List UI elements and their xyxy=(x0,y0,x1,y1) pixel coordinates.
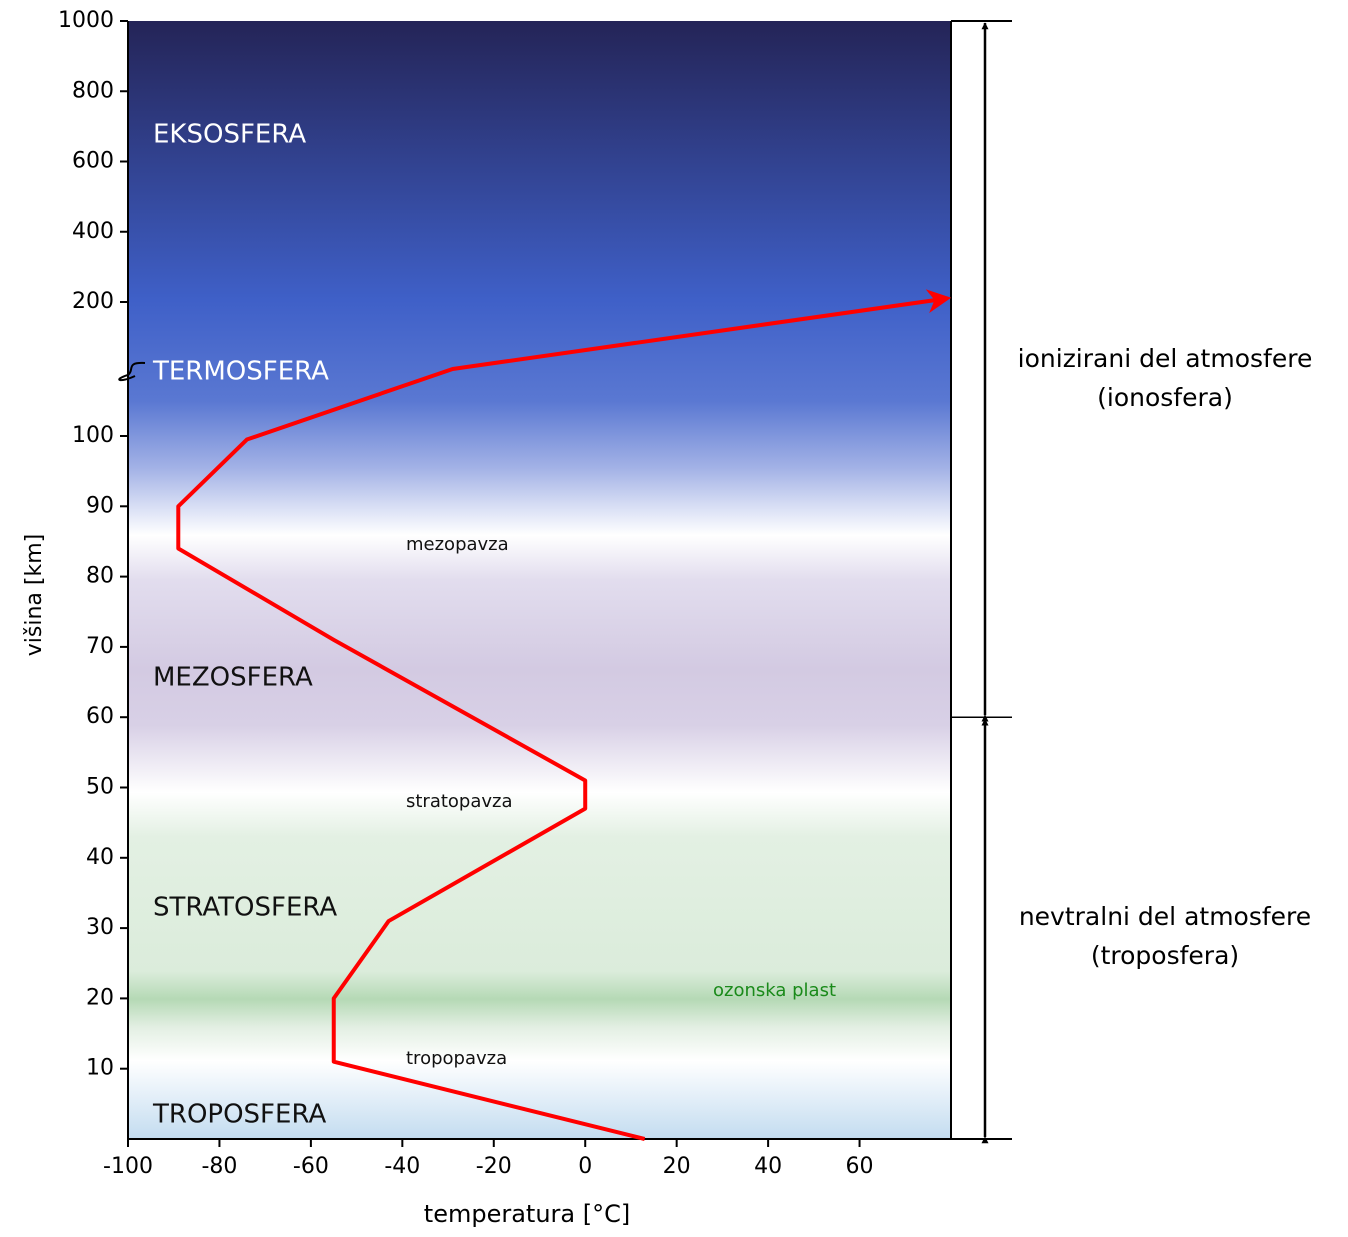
y-tick-label: 30 xyxy=(86,915,114,940)
layer-label: TROPOSFERA xyxy=(152,1100,326,1130)
y-tick-label: 600 xyxy=(72,149,114,174)
pause-label: tropopavza xyxy=(406,1048,507,1069)
y-tick-label: 90 xyxy=(86,493,114,518)
y-tick-label: 70 xyxy=(86,634,114,659)
chart: višina [km] temperatura [°C] 10 20 30 40 50 6… xyxy=(0,0,1348,1233)
x-tick-label: -80 xyxy=(201,1154,237,1179)
y-tick-label: 100 xyxy=(72,423,114,448)
region-label: nevtralni del atmosfere xyxy=(1019,902,1311,931)
region-label: ionizirani del atmosfere xyxy=(1018,344,1313,373)
pause-label: stratopavza xyxy=(406,791,513,812)
layer-label: MEZOSFERA xyxy=(153,663,313,693)
x-label: temperatura [°C] xyxy=(424,1200,630,1228)
layer-label: TERMOSFERA xyxy=(152,357,329,387)
y-tick-label: 60 xyxy=(86,704,114,729)
y-tick-label: 1000 xyxy=(58,8,114,33)
x-tick-label: 0 xyxy=(578,1154,592,1179)
x-tick-label: 20 xyxy=(663,1154,691,1179)
x-tick-label: 40 xyxy=(754,1154,782,1179)
x-tick-label: -100 xyxy=(103,1154,153,1179)
y-tick-label: 80 xyxy=(86,564,114,589)
pause-label: mezopavza xyxy=(406,534,509,555)
y-tick-label: 40 xyxy=(86,845,114,870)
y-tick-label: 400 xyxy=(72,219,114,244)
y-tick-label: 200 xyxy=(72,289,114,314)
background xyxy=(128,21,951,1139)
region-sublabel: (ionosfera) xyxy=(1097,383,1233,412)
y-tick-label: 10 xyxy=(86,1056,114,1081)
x-tick-label: -40 xyxy=(384,1154,420,1179)
y-tick-label: 20 xyxy=(86,985,114,1010)
y-tick-label: 800 xyxy=(72,78,114,103)
x-tick-label: -20 xyxy=(476,1154,512,1179)
x-tick-label: 60 xyxy=(846,1154,874,1179)
layer-label: EKSOSFERA xyxy=(153,120,306,150)
layer-label: STRATOSFERA xyxy=(153,893,337,923)
x-tick-label: -60 xyxy=(293,1154,329,1179)
region-sublabel: (troposfera) xyxy=(1091,941,1239,970)
ozone-label: ozonska plast xyxy=(713,980,836,1001)
y-label: višina [km] xyxy=(22,534,47,656)
y-tick-label: 50 xyxy=(86,775,114,800)
